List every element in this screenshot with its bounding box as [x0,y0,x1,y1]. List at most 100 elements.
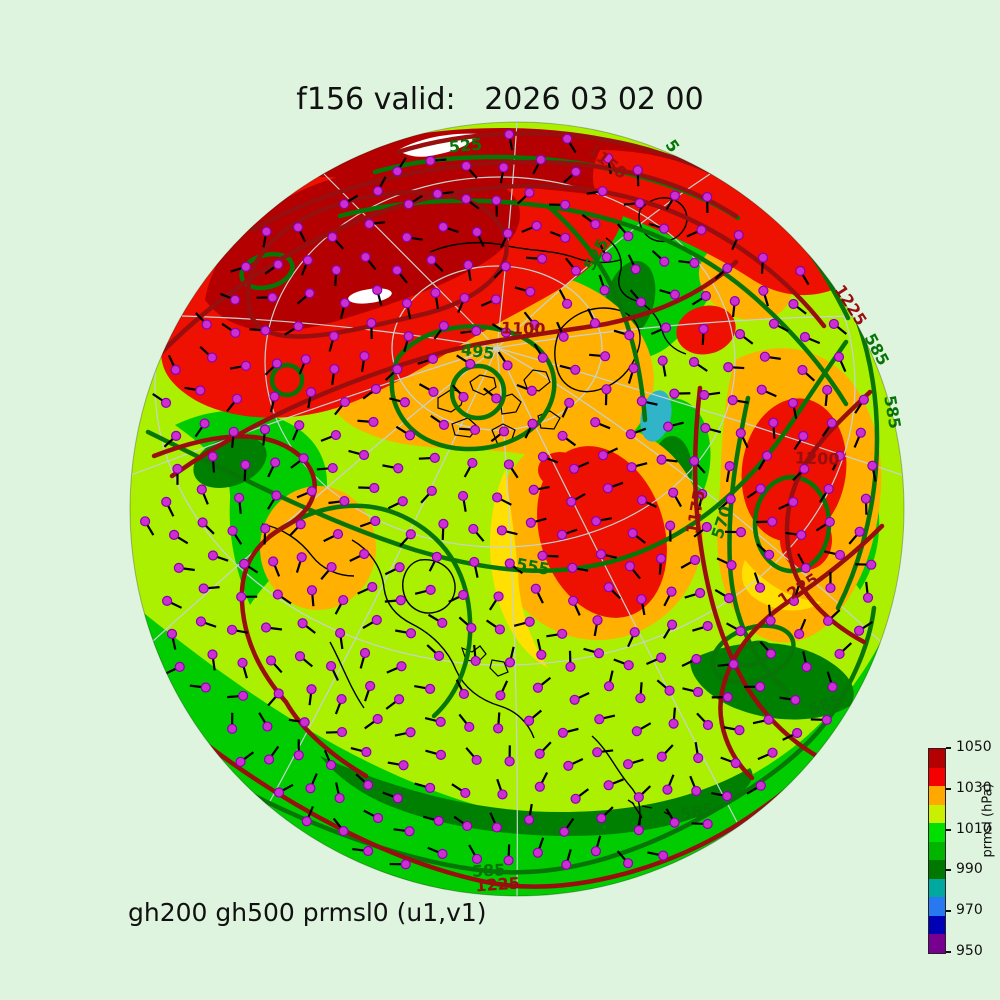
wind-vector-dot [754,582,766,593]
plot-title: f156 valid: 2026 03 02 00 [296,82,704,117]
wind-vector-dot [735,527,747,538]
wind-vector-dot [722,692,733,703]
colorbar-segment [929,804,945,824]
wind-vector-dot [237,690,249,701]
wind-vector-dot [262,721,273,732]
wind-vector-dot [371,614,382,626]
wind-vector-dot [668,487,679,498]
wind-vector-dot [702,620,713,632]
plot-variables-label: gh200 gh500 prmsl0 (u1,v1) [128,898,487,927]
wind-vector-dot [537,451,549,462]
wind-vector-dot [636,495,648,506]
wind-vector-dot [800,562,811,574]
wind-vector-dot [603,582,614,593]
wind-vector-dot [396,661,407,672]
wind-vector-dot [656,454,667,465]
gh500-contour-label: 495 [460,340,496,363]
wind-vector-dot [524,187,535,198]
colorbar-segment [929,860,945,879]
wind-vector-dot [304,288,315,299]
wind-vector-dot [702,191,713,203]
wind-vector-dot [301,816,312,827]
wind-vector-dot [792,727,803,739]
wind-vector-dot [358,449,370,461]
wind-vector-dot [532,847,543,858]
wind-vector-dot [471,754,482,766]
wind-vector-dot [592,615,603,626]
wind-vector-dot [700,290,712,302]
wind-vector-dot [534,781,545,792]
wind-vector-dot [160,397,172,408]
wind-vector-dot [603,780,614,791]
wind-vector-dot [399,397,411,408]
wind-vector-dot [658,223,670,234]
wind-vector-dot [568,595,579,606]
gh200-contour-label: 1100 [501,318,546,339]
wind-vector-dot [234,492,245,503]
wind-vector-dot [339,396,351,408]
wind-vector-dot [359,548,370,560]
wind-vector-dot [629,627,640,638]
wind-vector-dot [339,297,350,309]
wind-vector-dot [405,727,416,738]
wind-vector-dot [438,221,449,233]
wind-vector-dot [370,515,381,527]
wind-vector-dot [271,490,282,501]
wind-vector-dot [339,495,350,507]
wind-vector-dot [562,133,573,144]
wind-vector-dot [438,518,449,530]
wind-vector-dot [603,153,614,164]
wind-vector-dot [459,292,470,304]
wind-vector-dot [428,386,439,398]
wind-vector-dot [755,780,766,791]
wind-vector-dot [860,493,872,504]
colorbar-tick-mark [946,869,951,872]
wind-vector-dot [273,787,285,798]
wind-vector-dot [392,793,403,804]
wind-vector-dot [622,759,634,770]
colorbar-tick-label: 970 [956,902,983,919]
wind-vector-dot [758,285,769,296]
wind-vector-dot [534,748,545,759]
wind-vector-dot [735,626,746,637]
wind-vector-dot [393,694,405,705]
wind-vector-dot [271,358,283,369]
wind-vector-dot [794,628,805,640]
wind-vector-dot [569,694,580,705]
wind-vector-dot [689,455,700,467]
wind-vector-dot [560,199,571,210]
wind-vector-dot [495,690,506,701]
wind-vector-dot [392,166,403,177]
wind-vector-dot [764,549,775,560]
wind-vector-dot [458,688,470,700]
wind-vector-dot [497,789,508,800]
wind-vector-dot [855,427,866,438]
wind-vector-dot [299,717,310,728]
wind-vector-dot [240,360,252,371]
colorbar-tick-mark [946,951,951,953]
wind-vector-dot [556,529,568,540]
wind-vector-dot [665,520,676,531]
colorbar-tick-label: 950 [956,943,983,959]
wind-vector-dot [561,298,573,309]
wind-vector-dot [726,560,737,571]
wind-vector-dot [526,385,537,396]
wind-vector-dot [198,583,209,594]
wind-vector-dot [360,251,371,263]
wind-vector-dot [471,853,483,865]
wind-vector-dot [524,616,535,627]
wind-vector-dot [228,426,239,437]
wind-vector-dot [563,760,574,771]
wind-vector-dot [756,384,767,395]
wind-vector-dot [236,591,247,602]
wind-vector-dot [365,680,376,692]
wind-vector-dot [688,356,700,368]
wind-vector-dot [227,525,238,536]
wind-vector-dot [663,421,674,432]
colorbar-tick-mark [946,828,951,831]
wind-vector-dot [170,364,181,375]
wind-vector-dot [799,463,810,475]
gh200-contour-label: 1225 [475,873,521,895]
wind-vector-dot [788,496,799,508]
